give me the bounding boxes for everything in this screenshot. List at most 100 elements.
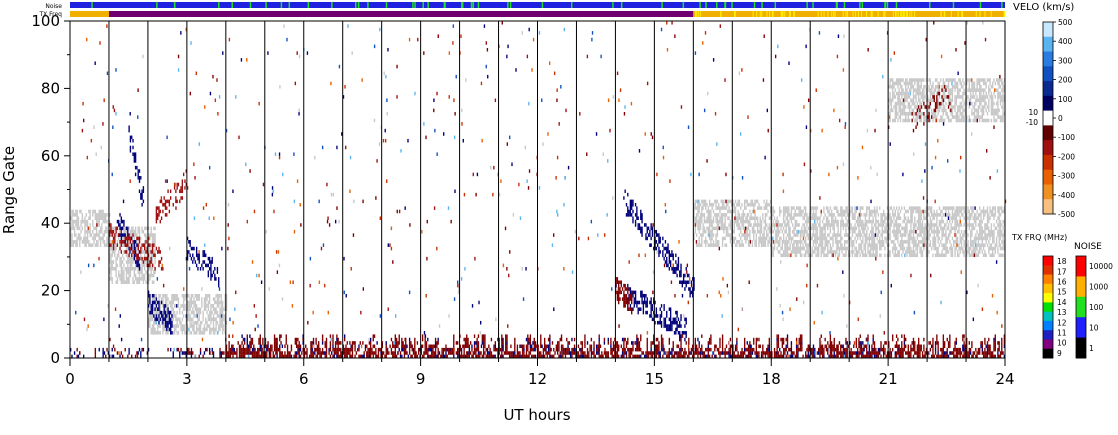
scatter-cell xyxy=(768,216,771,220)
scatter-cell xyxy=(125,273,128,278)
scatter-cell xyxy=(121,280,124,285)
scatter-cell xyxy=(151,280,154,285)
scatter-cell xyxy=(885,240,887,244)
scatter-cell xyxy=(97,233,99,237)
scatter-cell xyxy=(842,226,845,231)
scatter-cell xyxy=(167,317,169,322)
scatter-cell xyxy=(153,327,155,332)
scatter-cell xyxy=(228,347,230,352)
scatter-cell xyxy=(955,233,958,237)
scatter-cell xyxy=(725,229,728,234)
scatter-cell xyxy=(523,354,525,359)
scatter-cell xyxy=(834,219,837,224)
scatter-cell xyxy=(212,304,215,308)
scatter-cell xyxy=(362,341,364,345)
scatter-cell xyxy=(219,317,221,322)
scatter-cell xyxy=(908,233,911,237)
scatter-cell xyxy=(854,226,856,231)
scatter-cell xyxy=(224,293,226,298)
scatter-cell xyxy=(566,347,568,352)
scatter-cell xyxy=(946,219,948,224)
scatter-cell xyxy=(70,236,72,241)
scatter-cell xyxy=(219,310,221,315)
scatter-cell xyxy=(912,101,915,106)
scatter-cell xyxy=(70,240,72,244)
scatter-cell xyxy=(707,243,709,247)
scatter-cell xyxy=(951,219,954,224)
scatter-cell xyxy=(980,108,982,113)
scatter-cell xyxy=(697,223,699,227)
scatter-cell xyxy=(946,250,948,254)
scatter-cell xyxy=(797,246,799,251)
scatter-cell xyxy=(116,233,119,237)
scatter-cell xyxy=(153,233,155,237)
scatter-cell xyxy=(520,354,522,359)
scatter-cell xyxy=(490,354,493,359)
scatter-cell xyxy=(314,347,316,352)
scatter-cell xyxy=(137,270,139,274)
scatter-cell xyxy=(558,354,560,359)
scatter-cell xyxy=(694,199,696,204)
scatter-cell xyxy=(71,233,73,237)
scatter-cell xyxy=(973,85,976,89)
scatter-cell xyxy=(729,199,732,204)
scatter-cell xyxy=(959,78,961,82)
scatter-cell xyxy=(92,223,94,227)
scatter-cell xyxy=(859,233,861,237)
scatter-cell xyxy=(971,240,973,244)
scatter-cell xyxy=(875,246,877,251)
scatter-cell xyxy=(836,240,838,244)
scatter-cell xyxy=(80,236,82,241)
scatter-cell xyxy=(893,233,895,237)
scatter-cell xyxy=(934,229,937,234)
scatter-cell xyxy=(994,111,996,116)
scatter-cell xyxy=(976,108,978,113)
scatter-cell xyxy=(155,293,158,298)
scatter-cell xyxy=(999,219,1002,224)
scatter-cell xyxy=(151,267,154,271)
scatter-cell xyxy=(734,206,737,210)
scatter-cell xyxy=(754,219,756,224)
scatter-cell xyxy=(933,115,935,119)
scatter-cell xyxy=(203,300,206,305)
scatter-cell xyxy=(350,344,352,349)
scatter-cell xyxy=(138,260,141,264)
scatter-cell xyxy=(954,81,956,86)
scatter-cell xyxy=(754,243,756,247)
scatter-cell xyxy=(449,347,451,352)
scatter-cell xyxy=(524,354,526,359)
scatter-cell xyxy=(436,341,438,345)
scatter-cell xyxy=(855,246,858,251)
scatter-cell xyxy=(849,236,851,241)
scatter-cell xyxy=(763,240,765,244)
scatter-cell xyxy=(917,209,920,214)
scatter-cell xyxy=(95,233,98,237)
scatter-cell xyxy=(981,209,983,214)
scatter-cell xyxy=(905,91,907,96)
scatter-cell xyxy=(780,246,782,251)
scatter-cell xyxy=(937,111,939,116)
scatter-cell xyxy=(854,246,856,251)
scatter-cell xyxy=(93,233,95,237)
scatter-cell xyxy=(418,351,420,355)
scatter-cell xyxy=(1003,240,1006,244)
scatter-cell xyxy=(746,216,748,220)
scatter-cell xyxy=(150,226,152,231)
scatter-cell xyxy=(155,331,158,335)
scatter-cell xyxy=(910,219,912,224)
scatter-cell xyxy=(771,253,773,258)
scatter-cell xyxy=(101,229,103,234)
scatter-cell xyxy=(102,216,104,220)
scatter-cell xyxy=(936,91,938,96)
scatter-cell xyxy=(986,236,989,241)
scatter-cell xyxy=(729,233,732,237)
scatter-cell xyxy=(288,351,290,355)
scatter-cell xyxy=(988,250,990,254)
scatter-cell xyxy=(186,307,189,311)
scatter-cell xyxy=(350,347,352,352)
scatter-cell xyxy=(801,213,803,217)
scatter-cell xyxy=(821,226,824,231)
scatter-cell xyxy=(975,115,977,119)
txfreq-bar-flag xyxy=(789,11,791,17)
scatter-cell xyxy=(453,354,455,359)
